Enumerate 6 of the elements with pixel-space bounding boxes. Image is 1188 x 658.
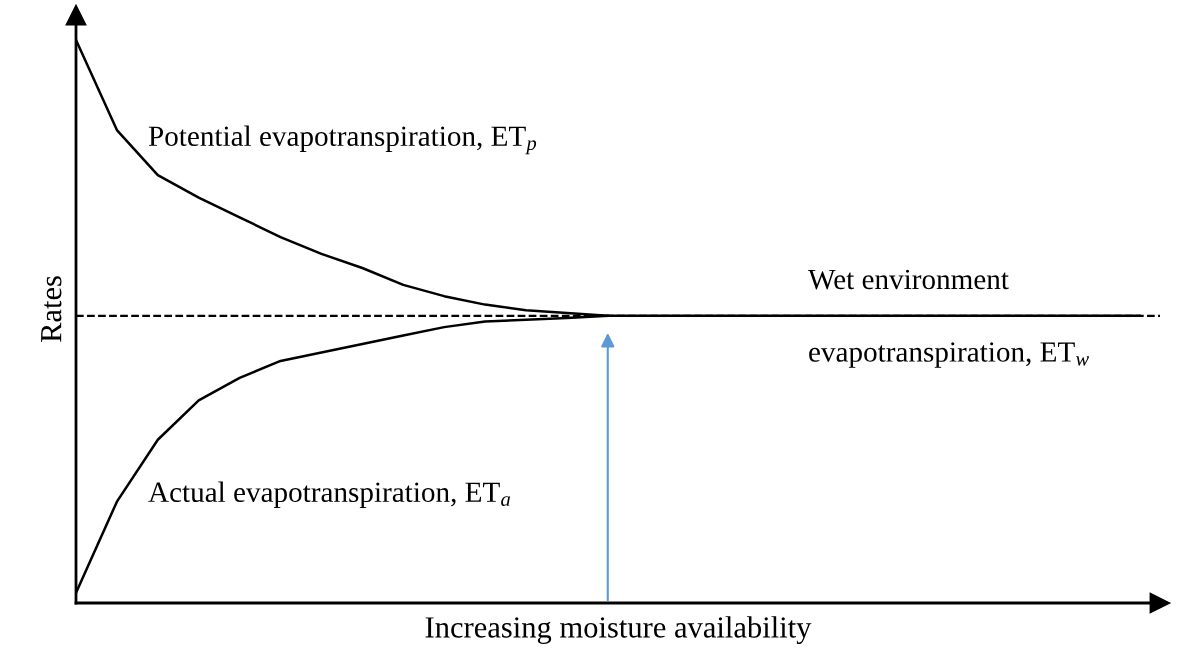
annotation: Actual evapotranspiration, ET$_{a}$: [148, 481, 510, 509]
x-axis-title: Increasing moisture availability: [425, 616, 812, 644]
annotation: Wet environment: [808, 269, 1009, 290]
annotation: evapotranspiration, ET$_{w}$: [809, 342, 1089, 368]
annotation: Potential evapotranspiration, ET$_{p}$: [148, 125, 537, 155]
y-axis-title: Rates: [41, 276, 62, 343]
